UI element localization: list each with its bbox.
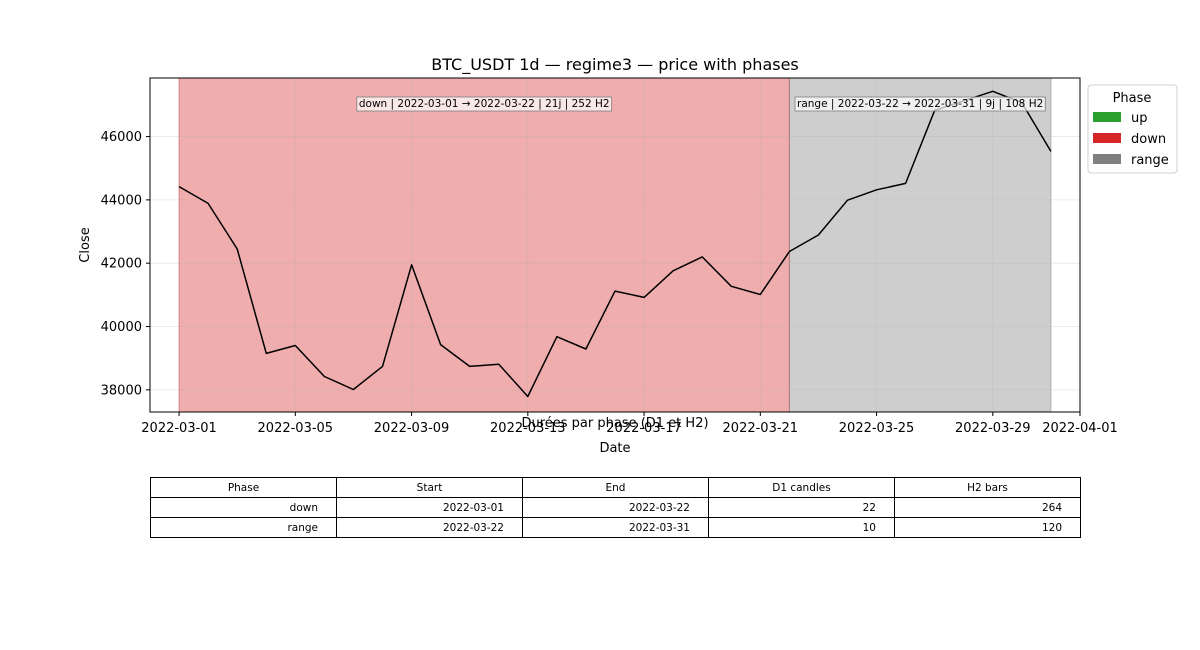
table-cell: 2022-03-01 [336,497,523,518]
phase-band-range [788,77,1052,413]
legend-label-down: down [1131,132,1166,147]
y-tick-label: 38000 [101,383,142,398]
price-line [178,90,1052,398]
table-cell: 2022-03-31 [522,517,709,538]
x-tick-label: 2022-03-01 [141,421,217,436]
table-cell: 2022-03-22 [522,497,709,518]
table-row: range 2022-03-22 2022-03-31 10 120 [150,517,1081,538]
x-axis-label: Date [599,441,630,456]
table-cell: 120 [894,517,1081,538]
legend-swatch-up [1093,112,1121,122]
x-tick-label: 2022-03-09 [374,421,450,436]
x-tick-label: 2022-03-05 [258,421,334,436]
price-series [178,90,1052,398]
table-header-cell: D1 candles [708,477,895,498]
table-title: Durées par phase (D1 et H2) [521,416,708,431]
table-header-row: Phase Start End D1 candles H2 bars [150,477,1081,498]
legend-label-range: range [1131,153,1169,168]
phase-band-down [178,77,790,413]
table-header-cell: End [522,477,709,498]
phase-annotation-range: range | 2022-03-22 → 2022-03-31 | 9j | 1… [794,96,1046,112]
x-tick-label: 2022-04-01 [1042,421,1118,436]
y-tick-label: 44000 [101,193,142,208]
table-cell: 10 [708,517,895,538]
axes: 2022-03-01 2022-03-05 2022-03-09 2022-03-13… [78,55,1118,456]
phase-annotation-label: range | 2022-03-22 → 2022-03-31 | 9j | 1… [797,98,1043,110]
legend-box [1087,84,1178,174]
legend-title: Phase [1113,91,1152,106]
table-cell: 2022-03-22 [336,517,523,538]
y-tick-label: 42000 [101,257,142,272]
x-tick-label: 2022-03-13 [490,421,566,436]
table-header-cell: H2 bars [894,477,1081,498]
y-tick-label: 40000 [101,320,142,335]
x-tick-label: 2022-03-29 [955,421,1031,436]
table-cell: down [150,497,337,518]
y-axis-label: Close [78,227,93,262]
legend-swatch-range [1093,154,1121,164]
table-header-cell: Phase [150,477,337,498]
phase-annotations: down | 2022-03-01 → 2022-03-22 | 21j | 2… [356,96,1046,112]
y-tick-label: 46000 [101,130,142,145]
phase-bands [178,77,1052,413]
chart-title: BTC_USDT 1d — regime3 — price with phase… [431,55,799,75]
table-row: down 2022-03-01 2022-03-22 22 264 [150,497,1081,518]
table-cell: 264 [894,497,1081,518]
legend-label-up: up [1131,111,1148,126]
plot-frame [149,77,1081,413]
x-tick-label: 2022-03-25 [839,421,915,436]
table-cell: 22 [708,497,895,518]
legend: Phase up down range [1087,84,1178,174]
table-header-cell: Start [336,477,523,498]
table-cell: range [150,517,337,538]
phase-annotation-down: down | 2022-03-01 → 2022-03-22 | 21j | 2… [356,96,612,112]
x-tick-label: 2022-03-21 [723,421,799,436]
legend-swatch-down [1093,133,1121,143]
phase-duration-table: Phase Start End D1 candles H2 bars down … [150,477,1081,538]
phase-annotation-label: down | 2022-03-01 → 2022-03-22 | 21j | 2… [359,98,610,110]
x-tick-label: 2022-03-17 [606,421,682,436]
